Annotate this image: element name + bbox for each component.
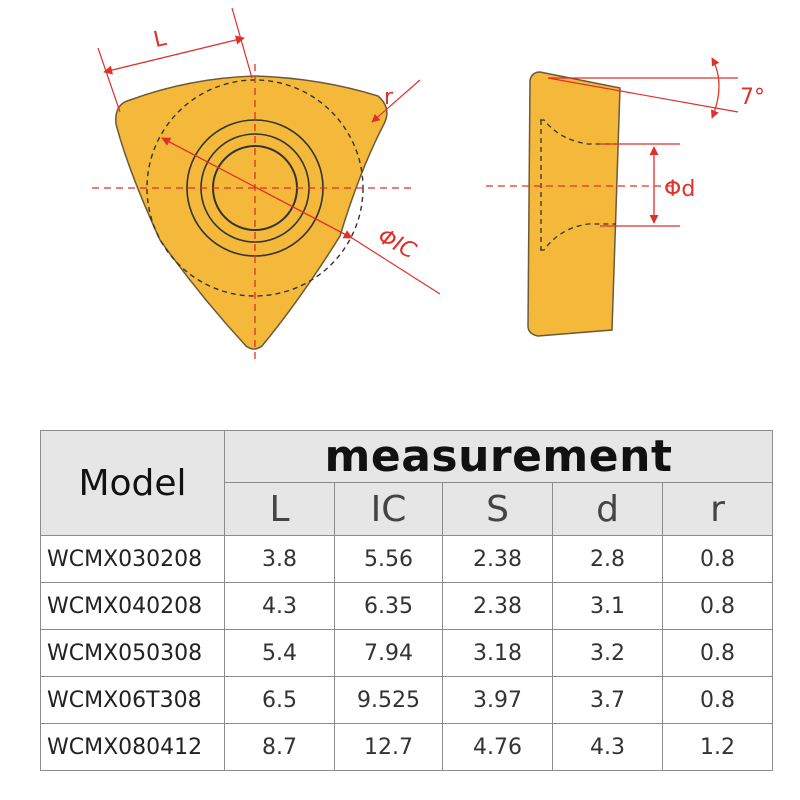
- value-cell: 4.3: [552, 723, 663, 771]
- model-cell: WCMX06T308: [40, 676, 225, 724]
- insert-top-view: L r ΦIC: [92, 7, 441, 362]
- L-dimension-line: [103, 35, 245, 75]
- angle-face-line: [547, 77, 739, 113]
- L-extension-left: [97, 47, 121, 113]
- d-label: Φd: [664, 177, 695, 202]
- value-cell: 3.8: [224, 535, 335, 583]
- value-cell: 0.8: [662, 629, 773, 677]
- value-cell: 3.2: [552, 629, 663, 677]
- insert-technical-drawing: L r ΦIC 7° Φd: [92, 7, 765, 362]
- model-cell: WCMX080412: [40, 723, 225, 771]
- table-row: WCMX080412 8.7 12.7 4.76 4.3 1.2: [40, 723, 773, 771]
- value-cell: 5.56: [334, 535, 443, 583]
- value-cell: 4.76: [442, 723, 553, 771]
- measurement-header: measurement: [224, 430, 773, 483]
- model-cell: WCMX030208: [40, 535, 225, 583]
- insert-side-view: 7° Φd: [486, 57, 765, 337]
- hidden-hole-outline: [540, 119, 616, 251]
- value-cell: 8.7: [224, 723, 335, 771]
- L-extension-right: [231, 7, 253, 79]
- value-cell: 0.8: [662, 582, 773, 630]
- model-header: Model: [40, 430, 225, 536]
- value-cell: 4.3: [224, 582, 335, 630]
- angle-label: 7°: [740, 85, 765, 110]
- angle-arc: [710, 57, 720, 119]
- value-cell: 3.1: [552, 582, 663, 630]
- value-cell: 2.38: [442, 582, 553, 630]
- value-cell: 12.7: [334, 723, 443, 771]
- r-leader: [371, 79, 421, 123]
- column-header-r: r: [662, 482, 773, 536]
- value-cell: 6.5: [224, 676, 335, 724]
- value-cell: 3.97: [442, 676, 553, 724]
- value-cell: 2.8: [552, 535, 663, 583]
- value-cell: 0.8: [662, 676, 773, 724]
- value-cell: 3.7: [552, 676, 663, 724]
- table-row: WCMX06T308 6.5 9.525 3.97 3.7 0.8: [40, 676, 773, 724]
- IC-leader: [351, 237, 441, 295]
- value-cell: 6.35: [334, 582, 443, 630]
- specification-table: Model measurement L IC S d r WCMX030208 …: [40, 430, 773, 771]
- table-row: WCMX050308 5.4 7.94 3.18 3.2 0.8: [40, 629, 773, 677]
- value-cell: 1.2: [662, 723, 773, 771]
- table-row: WCMX030208 3.8 5.56 2.38 2.8 0.8: [40, 535, 773, 583]
- value-cell: 3.18: [442, 629, 553, 677]
- value-cell: 9.525: [334, 676, 443, 724]
- value-cell: 5.4: [224, 629, 335, 677]
- L-label: L: [151, 26, 169, 53]
- insert-top-body: [115, 75, 388, 350]
- value-cell: 0.8: [662, 535, 773, 583]
- IC-label: ΦIC: [374, 224, 421, 265]
- table-row: WCMX040208 4.3 6.35 2.38 3.1 0.8: [40, 582, 773, 630]
- model-cell: WCMX050308: [40, 629, 225, 677]
- r-label: r: [384, 85, 394, 110]
- column-header-S: S: [442, 482, 553, 536]
- insert-side-body: [527, 71, 621, 337]
- column-header-IC: IC: [334, 482, 443, 536]
- IC-dimension-line: [161, 137, 353, 239]
- value-cell: 2.38: [442, 535, 553, 583]
- column-header-d: d: [552, 482, 663, 536]
- model-cell: WCMX040208: [40, 582, 225, 630]
- column-header-L: L: [224, 482, 335, 536]
- value-cell: 7.94: [334, 629, 443, 677]
